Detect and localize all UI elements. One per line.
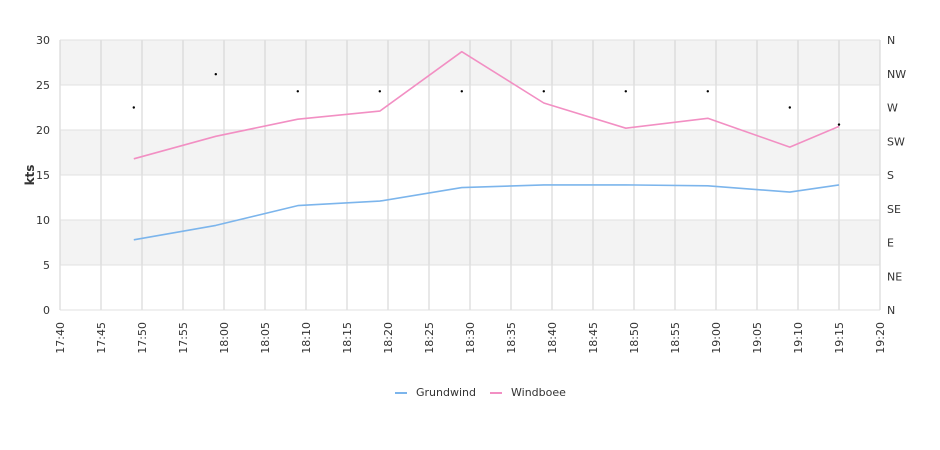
y-axis-left-ticks: 0 5 10 15 20 25 30	[36, 34, 50, 317]
x-tick-label: 18:05	[259, 322, 272, 354]
x-tick-label: 17:50	[136, 322, 149, 354]
series-line-grundwind	[133, 184, 840, 241]
legend-item-windboee[interactable]: Windboee	[490, 386, 566, 399]
y-axis-right-ticks: N NE E SE S SW W NW N	[887, 34, 906, 317]
series-lines	[133, 50, 840, 241]
series-line-windboee	[133, 50, 840, 160]
y-tick-label: 0	[43, 304, 50, 317]
x-tick-label: 19:15	[833, 322, 846, 354]
direction-marker	[788, 106, 791, 109]
y-tick-label: 5	[43, 259, 50, 272]
y2-tick-label: N	[887, 304, 895, 317]
direction-marker	[378, 90, 381, 93]
x-axis-ticks: 17:40 17:45 17:50 17:55 18:00 18:05 18:10 18:15…	[54, 322, 887, 354]
y2-tick-label: NE	[887, 270, 902, 283]
y-tick-label: 10	[36, 214, 50, 227]
y-axis-title: kts	[23, 165, 37, 186]
y-tick-label: 20	[36, 124, 50, 137]
y-tick-label: 25	[36, 79, 50, 92]
y2-tick-label: NW	[887, 68, 906, 81]
direction-marker	[706, 90, 709, 93]
direction-marker	[624, 90, 627, 93]
direction-marker	[214, 73, 217, 76]
y2-tick-label: N	[887, 34, 895, 47]
y-tick-label: 15	[36, 169, 50, 182]
y2-tick-label: SE	[887, 203, 901, 216]
horizontal-grid	[60, 39, 880, 311]
legend-item-grundwind[interactable]: Grundwind	[395, 386, 476, 399]
x-tick-label: 17:40	[54, 322, 67, 354]
x-tick-label: 18:25	[423, 322, 436, 354]
legend-label: Grundwind	[416, 386, 476, 399]
direction-marker	[132, 106, 135, 109]
x-tick-label: 18:35	[505, 322, 518, 354]
x-tick-label: 19:05	[751, 322, 764, 354]
x-tick-label: 17:55	[177, 322, 190, 354]
x-tick-label: 18:20	[382, 322, 395, 354]
x-tick-label: 18:10	[300, 322, 313, 354]
direction-marker	[542, 90, 545, 93]
x-tick-label: 18:50	[628, 322, 641, 354]
direction-marker	[460, 90, 463, 93]
x-tick-label: 18:15	[341, 322, 354, 354]
y2-tick-label: E	[887, 237, 894, 250]
x-tick-label: 19:10	[792, 322, 805, 354]
x-tick-label: 19:00	[710, 322, 723, 354]
y2-tick-label: SW	[887, 135, 905, 148]
y2-tick-label: S	[887, 169, 894, 182]
legend-label: Windboee	[511, 386, 566, 399]
x-tick-label: 18:40	[546, 322, 559, 354]
legend: Grundwind Windboee	[395, 386, 566, 399]
x-tick-label: 17:45	[95, 322, 108, 354]
direction-marker	[296, 90, 299, 93]
y-tick-label: 30	[36, 34, 50, 47]
x-tick-label: 18:55	[669, 322, 682, 354]
x-tick-label: 18:30	[464, 322, 477, 354]
direction-marker	[837, 123, 841, 126]
direction-markers	[132, 73, 841, 126]
x-tick-label: 18:45	[587, 322, 600, 354]
x-tick-label: 18:00	[218, 322, 231, 354]
y2-tick-label: W	[887, 102, 898, 115]
x-tick-label: 19:20	[874, 322, 887, 354]
